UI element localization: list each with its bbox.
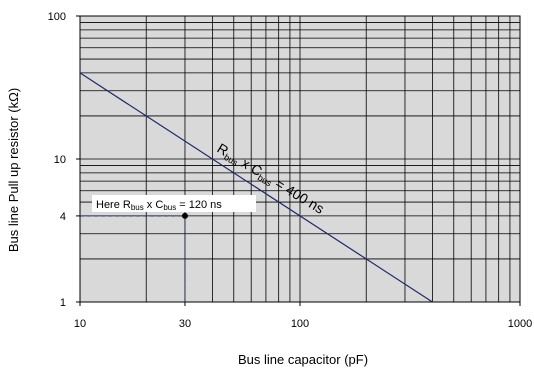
- y-tick-label: 100: [48, 11, 66, 23]
- y-tick-labels: 1 4 10 100: [48, 11, 80, 309]
- series: [79, 72, 433, 303]
- series-line: [79, 72, 433, 303]
- point-label-box: [92, 195, 256, 212]
- y-tick-label: 10: [54, 154, 66, 166]
- x-tick-label: 10: [74, 318, 86, 330]
- point-annotation-mid: x C: [144, 199, 164, 211]
- point-annotation-tail: = 120 ns: [176, 199, 222, 211]
- guides: [80, 212, 188, 302]
- point-annotation-sub1: bus: [131, 203, 144, 212]
- point-annotation-main: Here R: [96, 199, 131, 211]
- y-tick-label: 4: [60, 211, 66, 223]
- x-tick-label: 30: [179, 318, 191, 330]
- point-annotation: Here Rbus x Cbus = 120 ns: [96, 199, 222, 212]
- y-tick-label: 1: [60, 297, 66, 309]
- y-axis-title: Bus line Pull up resistor (kΩ): [6, 88, 21, 252]
- grid: [80, 16, 520, 302]
- x-tick-label: 100: [291, 318, 309, 330]
- x-tick-labels: 10 30 100 1000: [74, 302, 532, 330]
- point-annotation-sub2: bus: [163, 203, 176, 212]
- x-tick-label: 1000: [508, 318, 532, 330]
- x-axis-title: Bus line capacitor (pF): [238, 352, 368, 367]
- data-point: [181, 212, 188, 219]
